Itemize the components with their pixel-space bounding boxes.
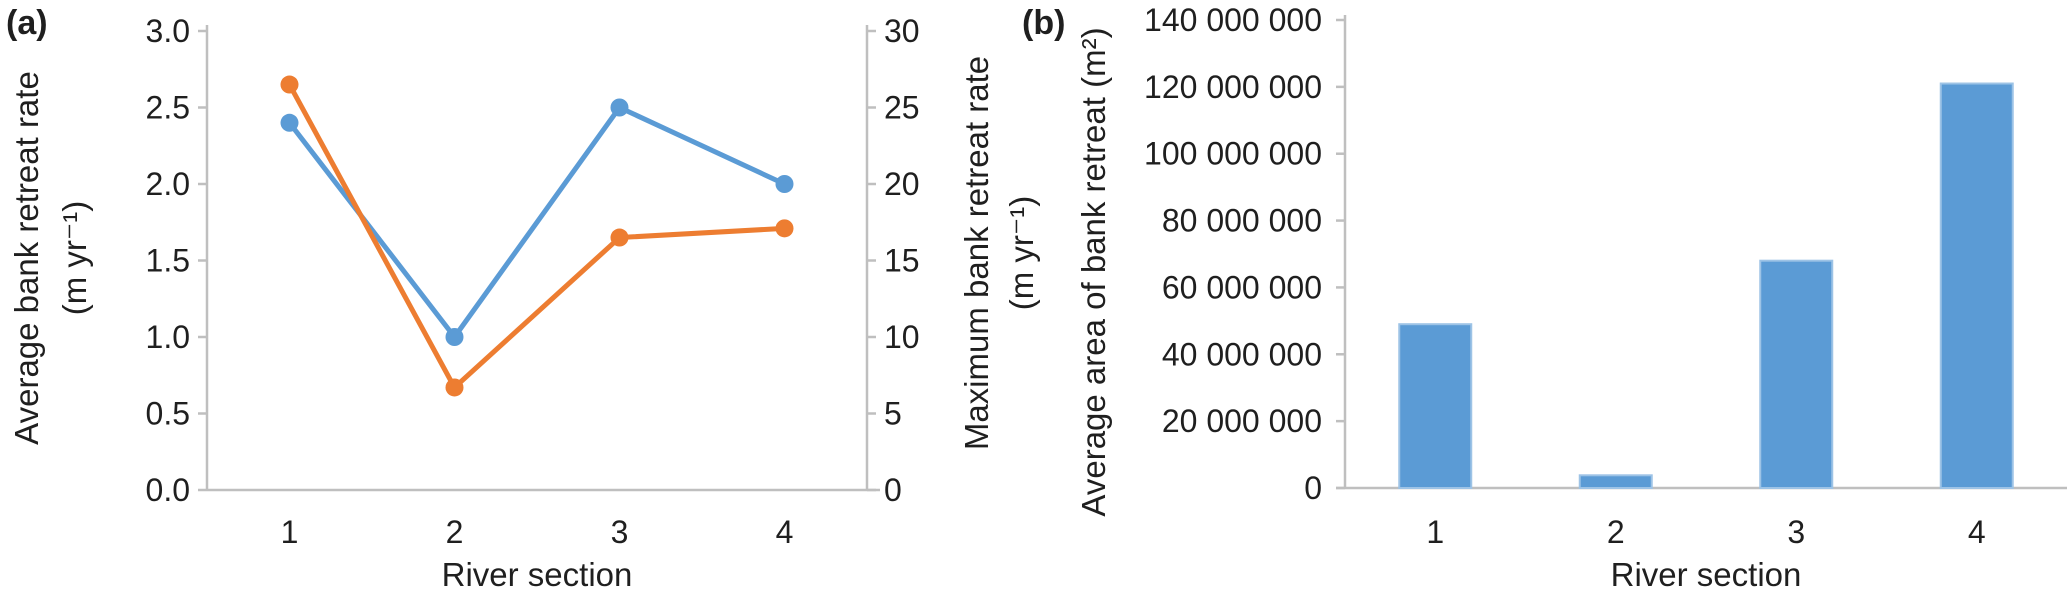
data-point-average <box>775 175 794 193</box>
panel-a-left-tick-label: 2.0 <box>146 166 190 202</box>
data-point-average <box>280 113 299 132</box>
data-point-average <box>445 328 464 346</box>
panel-b-y-tick-label: 80 000 000 <box>1162 203 1322 239</box>
bar-chart-panel-b: 0 20 000 000 40 000 000 60 000 000 80 000 00… <box>1144 2 2067 550</box>
panel-b-y-tick-label: 100 000 000 <box>1144 136 1322 172</box>
panel-a-left-tick-label: 0.5 <box>146 396 190 432</box>
panel-a-right-tick-label: 30 <box>884 13 920 49</box>
data-point-maximum <box>445 378 464 397</box>
panel-a-x-tick-label: 2 <box>446 514 464 550</box>
bar-river-section-4 <box>1939 82 2014 489</box>
panel-b-x-tick-label: 1 <box>1426 514 1444 550</box>
panel-b-label: (b) <box>1022 4 1066 42</box>
line-chart-panel-a: 0.0 0.5 1.0 1.5 2.0 2.5 3.0 0 5 10 15 20 25 30 1 2 3 4 <box>146 13 920 550</box>
panel-b-y-tick-label: 120 000 000 <box>1144 69 1322 105</box>
panel-b-x-tick-label: 4 <box>1968 514 1986 550</box>
panel-a-left-tick-label: 3.0 <box>146 13 190 49</box>
panel-a-right-tick-label: 10 <box>884 319 920 355</box>
panel-a-left-tick-label: 2.5 <box>146 90 190 126</box>
panel-a-right-tick-label: 20 <box>884 166 920 202</box>
panel-a-x-axis-title: River section <box>441 556 633 593</box>
panel-a-right-tick-label: 5 <box>884 396 902 432</box>
panel-b-y-tick-label: 140 000 000 <box>1144 2 1322 38</box>
panel-b-x-tick-label: 3 <box>1787 514 1805 550</box>
panel-b-y-tick-label: 0 <box>1304 470 1322 506</box>
panel-a-left-tick-label: 0.0 <box>146 472 190 508</box>
panel-a-x-tick-label: 4 <box>776 514 794 550</box>
data-point-maximum <box>610 228 629 247</box>
series-line-average <box>287 105 787 340</box>
data-point-maximum <box>775 219 794 238</box>
panel-b-x-tick-label: 2 <box>1607 514 1625 550</box>
data-point-maximum <box>280 75 299 94</box>
panel-a-left-tick-label: 1.0 <box>146 319 190 355</box>
bar-river-section-2 <box>1578 474 1653 490</box>
panel-b-y-tick-label: 60 000 000 <box>1162 269 1322 305</box>
series-line-maximum <box>287 82 787 390</box>
panel-a-right-tick-label: 25 <box>884 90 920 126</box>
panel-a-right-tick-label: 0 <box>884 472 902 508</box>
panel-b-x-axis-title: River section <box>1610 556 1802 593</box>
panel-a-x-tick-label: 1 <box>281 514 299 550</box>
panel-b-y-tick-label: 40 000 000 <box>1162 336 1322 372</box>
data-point-average <box>610 98 629 117</box>
bar-river-section-3 <box>1759 259 1834 489</box>
panel-a-x-tick-label: 3 <box>611 514 629 550</box>
panel-a-label: (a) <box>6 4 48 42</box>
panel-b-y-tick-label: 20 000 000 <box>1162 403 1322 439</box>
panel-a-right-tick-label: 15 <box>884 243 920 279</box>
bar-river-section-1 <box>1398 323 1473 490</box>
panel-a-left-tick-label: 1.5 <box>146 243 190 279</box>
